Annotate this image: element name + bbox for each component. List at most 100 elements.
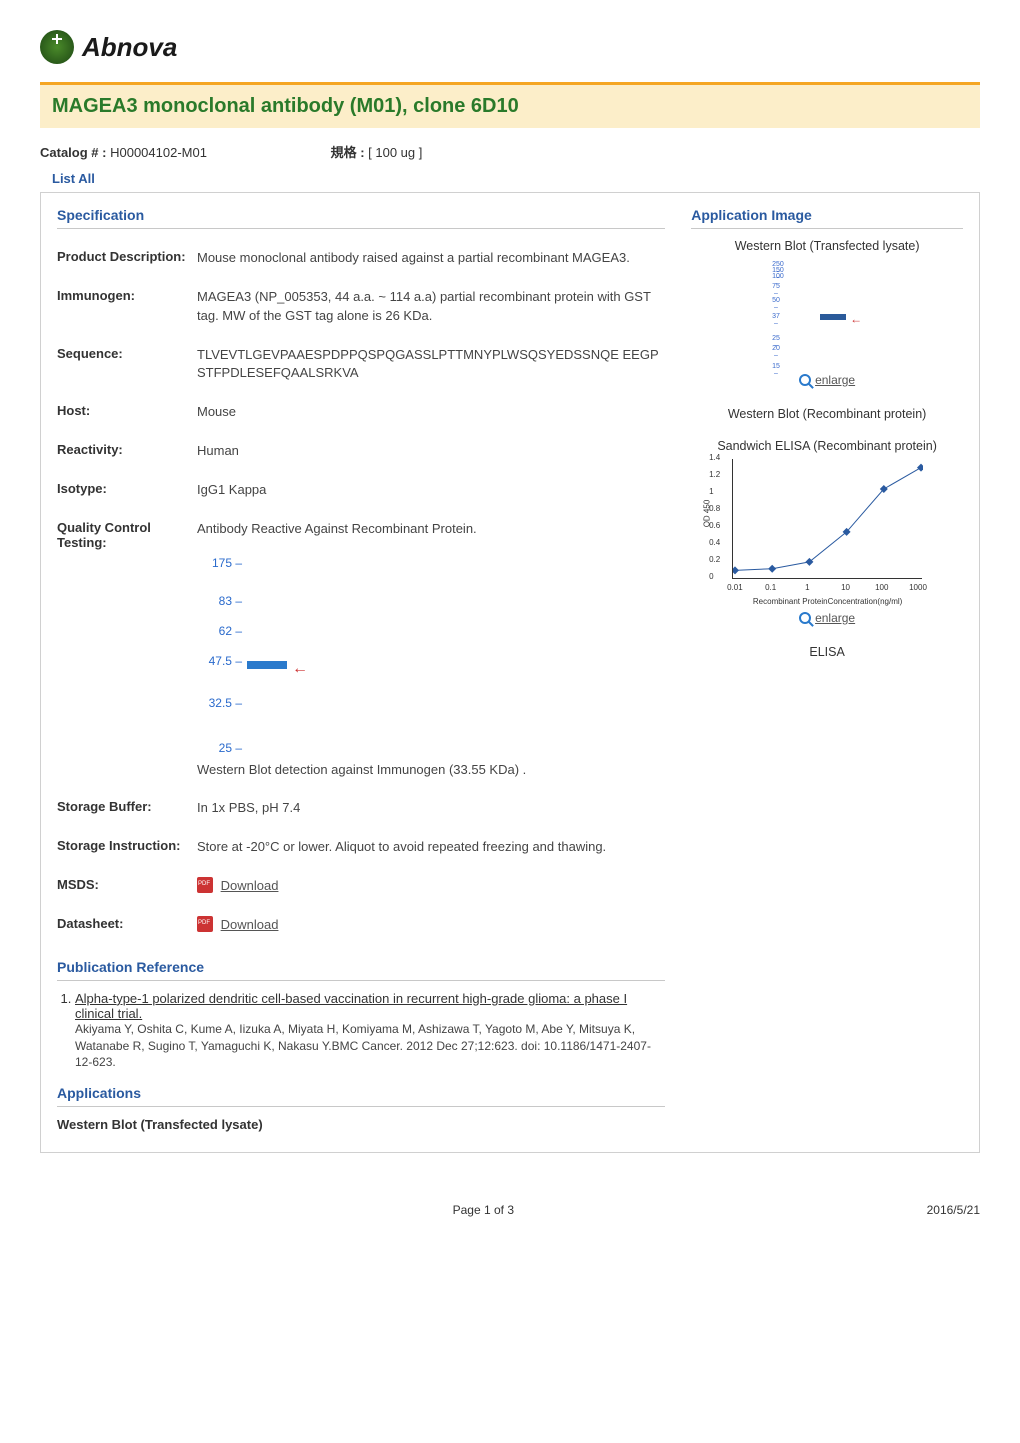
- isotype-val: IgG1 Kappa: [197, 481, 665, 500]
- elisa-series-line: [735, 468, 921, 571]
- reactivity-val: Human: [197, 442, 665, 461]
- storage-buffer-val: In 1x PBS, pH 7.4: [197, 799, 665, 818]
- wb-ladder-label: 50 –: [772, 297, 780, 311]
- host-val: Mouse: [197, 403, 665, 422]
- elisa-chart[interactable]: OD 450 0 0.2 0.4 0.6 0.8 1 1.2 1.4 0.01 …: [732, 459, 922, 579]
- msds-key: MSDS:: [57, 877, 187, 896]
- side-column: Application Image Western Blot (Transfec…: [691, 207, 963, 1132]
- spec-row-qc: Quality Control Testing: Antibody Reacti…: [57, 510, 665, 790]
- qc-val: Antibody Reactive Against Recombinant Pr…: [197, 520, 665, 780]
- elisa-ytick: 0.8: [709, 504, 720, 513]
- logo: Abnova: [40, 30, 980, 64]
- app-image-sandwich-elisa: Sandwich ELISA (Recombinant protein) OD …: [691, 439, 963, 627]
- app-image-caption: ELISA: [691, 645, 963, 659]
- elisa-ytick: 1.2: [709, 470, 720, 479]
- elisa-xtick: 1000: [909, 583, 927, 592]
- immunogen-key: Immunogen:: [57, 288, 187, 326]
- logo-text: Abnova: [82, 32, 177, 63]
- elisa-xtick: 0.01: [727, 583, 743, 592]
- wb-sample-band: [820, 314, 846, 320]
- spec-row-msds: MSDS: Download: [57, 867, 665, 906]
- qc-key: Quality Control Testing:: [57, 520, 187, 780]
- product-description-val: Mouse monoclonal antibody raised against…: [197, 249, 665, 268]
- section-publication: Publication Reference: [57, 959, 665, 981]
- host-key: Host:: [57, 403, 187, 422]
- applications-subhead: Western Blot (Transfected lysate): [57, 1117, 665, 1132]
- wb-ladder-label: 15 –: [772, 363, 780, 377]
- enlarge-link[interactable]: enlarge: [799, 373, 855, 387]
- page-title: MAGEA3 monoclonal antibody (M01), clone …: [52, 95, 968, 118]
- arrow-left-icon: ←: [292, 657, 308, 680]
- abnova-logo-icon: [40, 30, 74, 64]
- enlarge-text: enlarge: [815, 373, 855, 387]
- app-image-caption: Western Blot (Transfected lysate): [691, 239, 963, 253]
- qc-gel-image: 175 – 83 – 62 – 47.5 – 32.5 – 25 – ←: [197, 545, 327, 755]
- datasheet-download-link[interactable]: Download: [221, 917, 279, 932]
- footer-page: Page 1 of 3: [453, 1203, 514, 1217]
- elisa-series-markers: [733, 464, 923, 575]
- app-image-wb-transfected: Western Blot (Transfected lysate) 250 – …: [691, 239, 963, 389]
- section-application-image: Application Image: [691, 207, 963, 229]
- spec-row-storage-instruction: Storage Instruction: Store at -20°C or l…: [57, 828, 665, 867]
- elisa-xlabel: Recombinant ProteinConcentration(ng/ml): [733, 597, 922, 606]
- catalog-label: Catalog # :: [40, 145, 106, 160]
- publication-item: Alpha-type-1 polarized dendritic cell-ba…: [75, 991, 665, 1071]
- page: Abnova MAGEA3 monoclonal antibody (M01),…: [0, 0, 1020, 1183]
- wb-ladder-label: 20 –: [772, 345, 780, 359]
- elisa-ytick: 1.4: [709, 453, 720, 462]
- wb-ladder-label: 37 –: [772, 313, 780, 327]
- spec-row-storage-buffer: Storage Buffer: In 1x PBS, pH 7.4: [57, 789, 665, 828]
- qc-ladder-label: 25 –: [197, 740, 242, 757]
- spec-size-value: [ 100 ug ]: [368, 145, 422, 160]
- storage-instruction-key: Storage Instruction:: [57, 838, 187, 857]
- qc-ladder-label: 62 –: [197, 623, 242, 640]
- spec-row-immunogen: Immunogen: MAGEA3 (NP_005353, 44 a.a. ~ …: [57, 278, 665, 336]
- app-image-wb-recombinant: Western Blot (Recombinant protein): [691, 407, 963, 421]
- elisa-ytick: 0.2: [709, 555, 720, 564]
- immunogen-val: MAGEA3 (NP_005353, 44 a.a. ~ 114 a.a) pa…: [197, 288, 665, 326]
- qc-sample-band: [247, 661, 287, 669]
- publication-authors: Akiyama Y, Oshita C, Kume A, Iizuka A, M…: [75, 1021, 665, 1071]
- enlarge-text: enlarge: [815, 611, 855, 625]
- footer-date: 2016/5/21: [927, 1203, 980, 1217]
- magnify-icon: [799, 374, 811, 386]
- section-specification: Specification: [57, 207, 665, 229]
- datasheet-val: Download: [197, 916, 665, 935]
- pdf-icon: [197, 877, 213, 893]
- msds-download-link[interactable]: Download: [221, 878, 279, 893]
- elisa-ytick: 0: [709, 572, 713, 581]
- content-box: Specification Product Description: Mouse…: [40, 192, 980, 1153]
- datasheet-key: Datasheet:: [57, 916, 187, 935]
- enlarge-link[interactable]: enlarge: [799, 611, 855, 625]
- qc-caption: Western Blot detection against Immunogen…: [197, 761, 665, 780]
- publication-title-link[interactable]: Alpha-type-1 polarized dendritic cell-ba…: [75, 991, 627, 1021]
- sequence-val: TLVEVTLGEVPAAESPDPPQSPQGASSLPTTMNYPLWSQS…: [197, 346, 665, 384]
- catalog-row: Catalog # : H00004102-M01 規格 : [ 100 ug …: [40, 142, 980, 161]
- elisa-xtick: 100: [875, 583, 888, 592]
- elisa-ytick: 0.4: [709, 538, 720, 547]
- qc-ladder-label: 175 –: [197, 555, 242, 572]
- spec-row-reactivity: Reactivity: Human: [57, 432, 665, 471]
- arrow-left-icon: ←: [850, 312, 862, 326]
- pdf-icon: [197, 916, 213, 932]
- spec-row-host: Host: Mouse: [57, 393, 665, 432]
- footer: Page 1 of 3 2016/5/21: [0, 1183, 1020, 1227]
- magnify-icon: [799, 612, 811, 624]
- app-image-elisa: ELISA: [691, 645, 963, 659]
- app-image-caption: Sandwich ELISA (Recombinant protein): [691, 439, 963, 453]
- app-image-caption: Western Blot (Recombinant protein): [691, 407, 963, 421]
- qc-ladder-label: 32.5 –: [197, 695, 242, 712]
- section-applications: Applications: [57, 1085, 665, 1107]
- spec-row-isotype: Isotype: IgG1 Kappa: [57, 471, 665, 510]
- wb-transfected-thumb[interactable]: 250 – 150 – 100 – 75 – 50 – 37 – 25 – 20…: [752, 259, 902, 369]
- main-column: Specification Product Description: Mouse…: [57, 207, 665, 1132]
- catalog-value: H00004102-M01: [110, 145, 207, 160]
- elisa-ytick: 1: [709, 487, 713, 496]
- reactivity-key: Reactivity:: [57, 442, 187, 461]
- list-all-link[interactable]: List All: [40, 171, 980, 186]
- storage-instruction-val: Store at -20°C or lower. Aliquot to avoi…: [197, 838, 665, 857]
- elisa-line-svg: [733, 459, 923, 579]
- msds-val: Download: [197, 877, 665, 896]
- publication-list: Alpha-type-1 polarized dendritic cell-ba…: [57, 991, 665, 1071]
- wb-ladder-label: 75 –: [772, 283, 780, 297]
